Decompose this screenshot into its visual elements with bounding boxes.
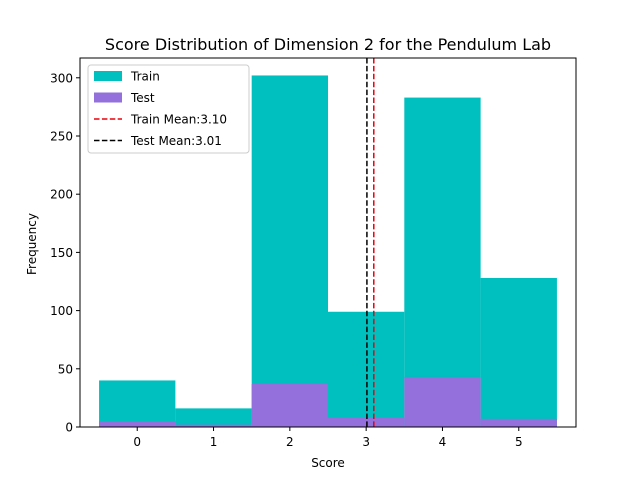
bar-train-5 — [480, 278, 557, 427]
bar-test-2 — [251, 383, 328, 427]
legend-label-train: Train — [130, 70, 160, 84]
y-tick-label-0: 0 — [65, 421, 73, 435]
bar-train-3 — [328, 311, 405, 427]
legend-box — [87, 64, 250, 154]
y-tick-label-150: 150 — [50, 246, 73, 260]
x-tick-label-4: 4 — [439, 435, 447, 449]
legend-swatch-test — [94, 92, 122, 103]
y-tick-label-50: 50 — [58, 362, 73, 376]
chart-title: Score Distribution of Dimension 2 for th… — [105, 35, 551, 54]
bar-test-1 — [175, 424, 252, 427]
x-tick-label-5: 5 — [515, 435, 523, 449]
x-tick-label-2: 2 — [286, 435, 294, 449]
x-tick-label-1: 1 — [210, 435, 218, 449]
bar-train-2 — [251, 75, 328, 427]
legend-label-train-mean-3-10: Train Mean:3.10 — [130, 113, 227, 127]
y-tick-label-300: 300 — [50, 71, 73, 85]
bar-test-0 — [99, 421, 176, 427]
bar-test-5 — [480, 418, 557, 427]
legend-label-test: Test — [130, 91, 155, 105]
bar-test-4 — [404, 376, 481, 427]
y-tick-label-200: 200 — [50, 188, 73, 202]
legend: Train Test Train Mean:3.10 Test Mean:3.01 — [87, 64, 250, 154]
legend-swatch-train — [94, 71, 122, 81]
y-axis-label: Frequency — [25, 213, 39, 275]
legend-label-test-mean-3-01: Test Mean:3.01 — [130, 134, 222, 148]
x-tick-label-0: 0 — [133, 435, 141, 449]
x-axis-label: Score — [311, 456, 345, 470]
bar-test-3 — [328, 417, 405, 427]
x-tick-label-3: 3 — [362, 435, 370, 449]
axes-frame — [79, 57, 577, 428]
bar-train-0 — [99, 380, 176, 427]
bar-train-1 — [175, 408, 252, 427]
y-tick-label-250: 250 — [50, 129, 73, 143]
y-tick-label-100: 100 — [50, 304, 73, 318]
bar-train-4 — [404, 97, 481, 428]
